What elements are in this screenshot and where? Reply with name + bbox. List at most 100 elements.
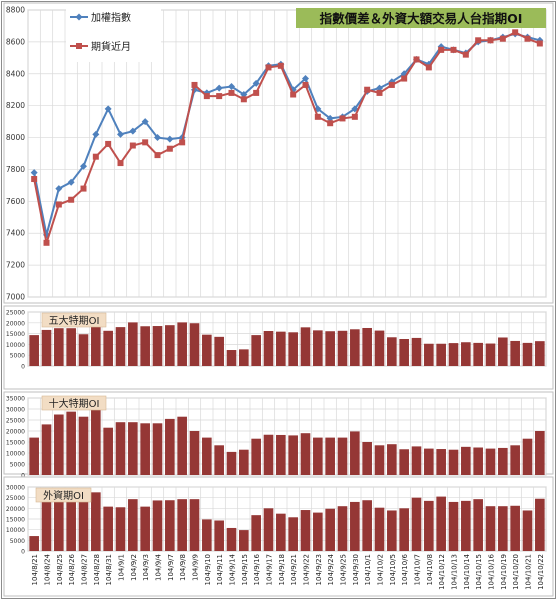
data-point — [68, 196, 75, 203]
bar — [177, 416, 187, 475]
bar — [485, 343, 496, 366]
x-tick-label: 104/9/22 — [303, 554, 311, 585]
bar — [226, 527, 237, 551]
bar — [91, 322, 101, 366]
x-tick-label: 104/10/12 — [438, 554, 446, 590]
data-point — [351, 113, 358, 120]
bar — [189, 431, 200, 475]
bar — [140, 423, 150, 475]
data-point — [487, 37, 494, 44]
x-tick-label: 104/9/23 — [315, 554, 323, 585]
data-point — [117, 160, 124, 167]
bar — [461, 446, 471, 475]
y-tick-label: 8600 — [6, 37, 25, 46]
legend-label: 期貨近月 — [91, 40, 131, 53]
data-point — [364, 86, 371, 93]
bar — [461, 500, 471, 551]
bar — [78, 501, 89, 551]
data-point — [314, 113, 321, 120]
data-point — [191, 81, 198, 88]
bar — [41, 498, 52, 551]
y-tick-label: 0 — [21, 549, 25, 556]
bar — [522, 510, 533, 551]
y-tick-label: 8200 — [6, 101, 25, 110]
x-tick-label: 104/10/13 — [451, 554, 459, 590]
x-tick-label: 104/9/24 — [327, 553, 335, 585]
x-tick-label: 104/8/26 — [68, 553, 76, 585]
x-tick-label: 104/9/25 — [340, 554, 348, 585]
data-point — [216, 93, 223, 100]
data-point — [376, 84, 383, 92]
bar — [473, 447, 483, 475]
y-tick-label: 35000 — [6, 396, 25, 403]
data-point — [55, 185, 63, 193]
y-tick-label: 5000 — [10, 538, 25, 545]
bar — [91, 492, 101, 551]
bar — [128, 322, 138, 366]
x-tick-label: 104/8/31 — [105, 554, 113, 585]
x-tick-label: 104/10/20 — [512, 554, 520, 590]
data-point — [154, 152, 161, 159]
data-point — [512, 29, 519, 36]
bar — [128, 499, 138, 551]
bar — [140, 506, 150, 551]
bar — [251, 335, 261, 366]
x-tick-label: 104/9/16 — [253, 553, 261, 585]
bar — [276, 513, 286, 551]
data-point — [129, 142, 136, 149]
bar — [337, 506, 348, 551]
legend-swatch-marker — [76, 43, 82, 49]
x-tick-label: 104/9/2 — [130, 554, 138, 581]
y-tick-label: 7800 — [6, 165, 25, 174]
x-tick-label: 104/10/19 — [500, 554, 508, 590]
bar — [177, 322, 187, 366]
bar — [115, 327, 126, 366]
bar — [214, 445, 224, 475]
x-tick-label: 104/8/21 — [31, 554, 39, 585]
bar — [288, 517, 298, 551]
bar — [350, 501, 360, 551]
data-point — [166, 135, 174, 143]
bar — [473, 342, 483, 366]
bar — [350, 431, 360, 475]
x-tick-label: 104/9/10 — [204, 554, 212, 585]
data-point — [253, 89, 260, 96]
panel-frame-3 — [3, 476, 554, 597]
data-point — [475, 37, 482, 44]
data-point — [536, 40, 543, 47]
data-point — [142, 139, 149, 146]
panel-label: 外資期OI — [43, 490, 84, 502]
bar — [337, 330, 348, 366]
x-tick-label: 104/10/6 — [401, 553, 409, 585]
data-point — [179, 139, 186, 146]
y-tick-label: 30000 — [6, 485, 25, 492]
bar — [473, 499, 483, 551]
x-tick-label: 104/9/7 — [167, 554, 175, 581]
y-tick-label: 5000 — [10, 353, 25, 360]
legend-box — [66, 6, 161, 62]
bar — [485, 506, 496, 551]
bar — [436, 343, 446, 366]
y-tick-label: 25000 — [6, 418, 25, 425]
x-tick-label: 104/9/4 — [155, 553, 163, 581]
bar — [263, 434, 274, 475]
bar — [226, 451, 237, 475]
bar — [128, 422, 138, 475]
bar — [41, 424, 52, 475]
bar — [424, 500, 434, 551]
bar — [411, 337, 422, 366]
data-point — [228, 83, 235, 91]
data-point — [55, 201, 62, 208]
bar — [152, 500, 163, 551]
bar — [54, 496, 64, 551]
bar — [325, 437, 335, 475]
x-tick-label: 104/10/22 — [537, 554, 545, 590]
bar — [535, 498, 545, 551]
bar — [424, 448, 434, 475]
x-tick-label: 104/9/15 — [241, 554, 249, 585]
data-point — [203, 93, 210, 100]
bar — [152, 423, 163, 475]
bar — [300, 327, 311, 366]
data-point — [80, 162, 87, 170]
